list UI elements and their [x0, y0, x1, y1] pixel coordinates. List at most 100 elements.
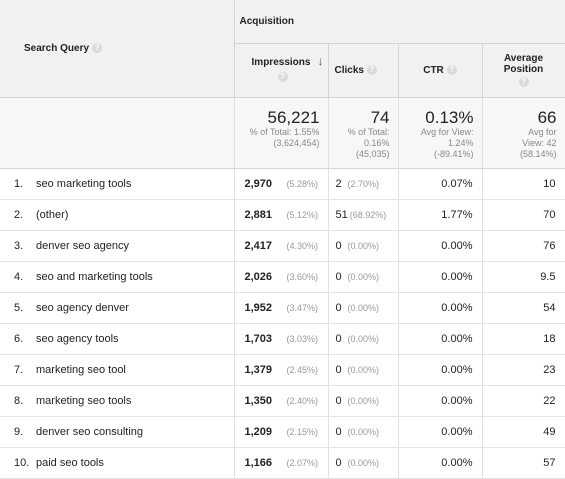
table-row: 2. (other) 2,881 (5.12%) 51 (68.92%) 1.77% 70 [0, 199, 565, 231]
totals-impressions-line1: % of Total: 1.55% [249, 126, 320, 137]
clicks-value: 51 [335, 208, 348, 221]
ctr-header-label: CTR [423, 64, 444, 76]
impressions-percent: (3.47%) [286, 302, 319, 313]
position-value: 23 [543, 363, 556, 376]
position-cell: 76 [481, 230, 565, 262]
totals-clicks-line3: (45,035) [355, 148, 390, 159]
query-cell: 4. seo and marketing tools [0, 261, 234, 293]
search-query-link[interactable]: seo agency denver [36, 301, 129, 314]
row-index: 5. [14, 301, 24, 314]
clicks-percent: (68.92%) [349, 209, 387, 220]
search-query-link[interactable]: denver seo agency [36, 239, 129, 252]
help-circle-icon[interactable]: ? [446, 64, 457, 75]
avg-position-label-2: Position [503, 63, 544, 75]
totals-ctr-value: 0.13% [425, 107, 474, 127]
search-query-header-label: Search Query [24, 42, 90, 54]
help-circle-icon[interactable]: ? [366, 64, 377, 75]
impressions-cell: 2,970 (5.28%) [233, 168, 328, 200]
impressions-value: 1,952 [244, 301, 273, 314]
totals-position-value: 66 [537, 107, 557, 127]
clicks-cell: 0 (0.00%) [327, 354, 398, 386]
clicks-percent: (0.00%) [347, 426, 380, 437]
clicks-percent: (0.00%) [347, 240, 380, 251]
clicks-percent: (0.00%) [347, 271, 380, 282]
impressions-cell: 2,881 (5.12%) [233, 199, 328, 231]
impressions-value: 2,881 [244, 208, 273, 221]
ctr-cell: 0.00% [397, 354, 482, 386]
impressions-percent: (2.40%) [286, 395, 319, 406]
avg-position-label-1: Average [503, 52, 544, 64]
table-row: 1. seo marketing tools 2,970 (5.28%) 2 (2.70%… [0, 168, 565, 200]
search-query-link[interactable]: marketing seo tool [36, 363, 126, 376]
query-cell: 1. seo marketing tools [0, 168, 234, 200]
clicks-percent: (0.00%) [347, 302, 380, 313]
impressions-cell: 2,026 (3.60%) [233, 261, 328, 293]
query-cell: 10. paid seo tools [0, 447, 234, 479]
ctr-header[interactable]: CTR? [398, 43, 483, 98]
clicks-cell: 0 (0.00%) [327, 416, 398, 448]
arrow-down-icon[interactable]: ↓ [317, 53, 324, 68]
avg-position-header[interactable]: Average Position ? [482, 43, 565, 98]
help-circle-icon[interactable]: ? [277, 72, 288, 83]
totals-position-line2: View: 42 [522, 137, 557, 148]
search-query-link[interactable]: seo marketing tools [36, 177, 132, 190]
impressions-value: 1,379 [244, 363, 273, 376]
totals-ctr-line2: 1.24% [447, 137, 474, 148]
position-value: 10 [543, 177, 556, 190]
totals-impressions-line2: (3,624,454) [273, 137, 320, 148]
impressions-value: 1,350 [244, 394, 273, 407]
data-rows: 1. seo marketing tools 2,970 (5.28%) 2 (2.70%… [0, 168, 565, 479]
impressions-value: 1,703 [244, 332, 273, 345]
search-query-header[interactable]: Search Query? [0, 0, 235, 98]
search-query-link[interactable]: (other) [36, 208, 69, 221]
impressions-percent: (4.30%) [286, 240, 319, 251]
clicks-cell: 0 (0.00%) [327, 261, 398, 293]
clicks-header-label: Clicks [334, 64, 364, 76]
position-cell: 18 [481, 323, 565, 355]
position-value: 22 [543, 394, 556, 407]
impressions-percent: (3.60%) [286, 271, 319, 282]
search-query-link[interactable]: denver seo consulting [36, 425, 144, 438]
impressions-percent: (2.45%) [286, 364, 319, 375]
help-circle-icon[interactable]: ? [92, 43, 103, 54]
search-query-link[interactable]: seo agency tools [36, 332, 119, 345]
table-row: 3. denver seo agency 2,417 (4.30%) 0 (0.00%) 0… [0, 230, 565, 262]
position-cell: 49 [481, 416, 565, 448]
search-query-link[interactable]: seo and marketing tools [36, 270, 153, 283]
help-circle-icon[interactable]: ? [518, 76, 529, 87]
query-cell: 7. marketing seo tool [0, 354, 234, 386]
clicks-cell: 0 (0.00%) [327, 323, 398, 355]
clicks-percent: (0.00%) [347, 457, 380, 468]
clicks-cell: 2 (2.70%) [327, 168, 398, 200]
ctr-cell: 0.00% [397, 292, 482, 324]
impressions-cell: 1,166 (2.07%) [233, 447, 328, 479]
position-value: 76 [543, 239, 556, 252]
ctr-cell: 0.00% [397, 323, 482, 355]
impressions-header[interactable]: Impressions ? ↓ [234, 43, 329, 98]
clicks-value: 0 [335, 425, 342, 438]
position-value: 18 [543, 332, 556, 345]
impressions-header-label: Impressions [251, 57, 311, 68]
clicks-value: 2 [335, 177, 342, 190]
clicks-cell: 0 (0.00%) [327, 230, 398, 262]
impressions-value: 2,026 [244, 270, 273, 283]
impressions-percent: (2.15%) [286, 426, 319, 437]
search-query-link[interactable]: marketing seo tools [36, 394, 132, 407]
position-cell: 9.5 [481, 261, 565, 293]
ctr-value: 0.00% [441, 425, 473, 438]
impressions-cell: 1,350 (2.40%) [233, 385, 328, 417]
impressions-cell: 1,209 (2.15%) [233, 416, 328, 448]
clicks-value: 0 [335, 239, 342, 252]
search-query-link[interactable]: paid seo tools [36, 456, 104, 469]
ctr-cell: 1.77% [397, 199, 482, 231]
clicks-percent: (0.00%) [347, 395, 380, 406]
impressions-percent: (3.03%) [286, 333, 319, 344]
clicks-cell: 0 (0.00%) [327, 292, 398, 324]
position-value: 9.5 [540, 270, 556, 283]
ctr-cell: 0.00% [397, 230, 482, 262]
totals-position-line1: Avg for [528, 126, 557, 137]
impressions-cell: 1,379 (2.45%) [233, 354, 328, 386]
clicks-header[interactable]: Clicks? [328, 43, 399, 98]
totals-position: 66 Avg for View: 42 (58.14%) [482, 97, 565, 169]
